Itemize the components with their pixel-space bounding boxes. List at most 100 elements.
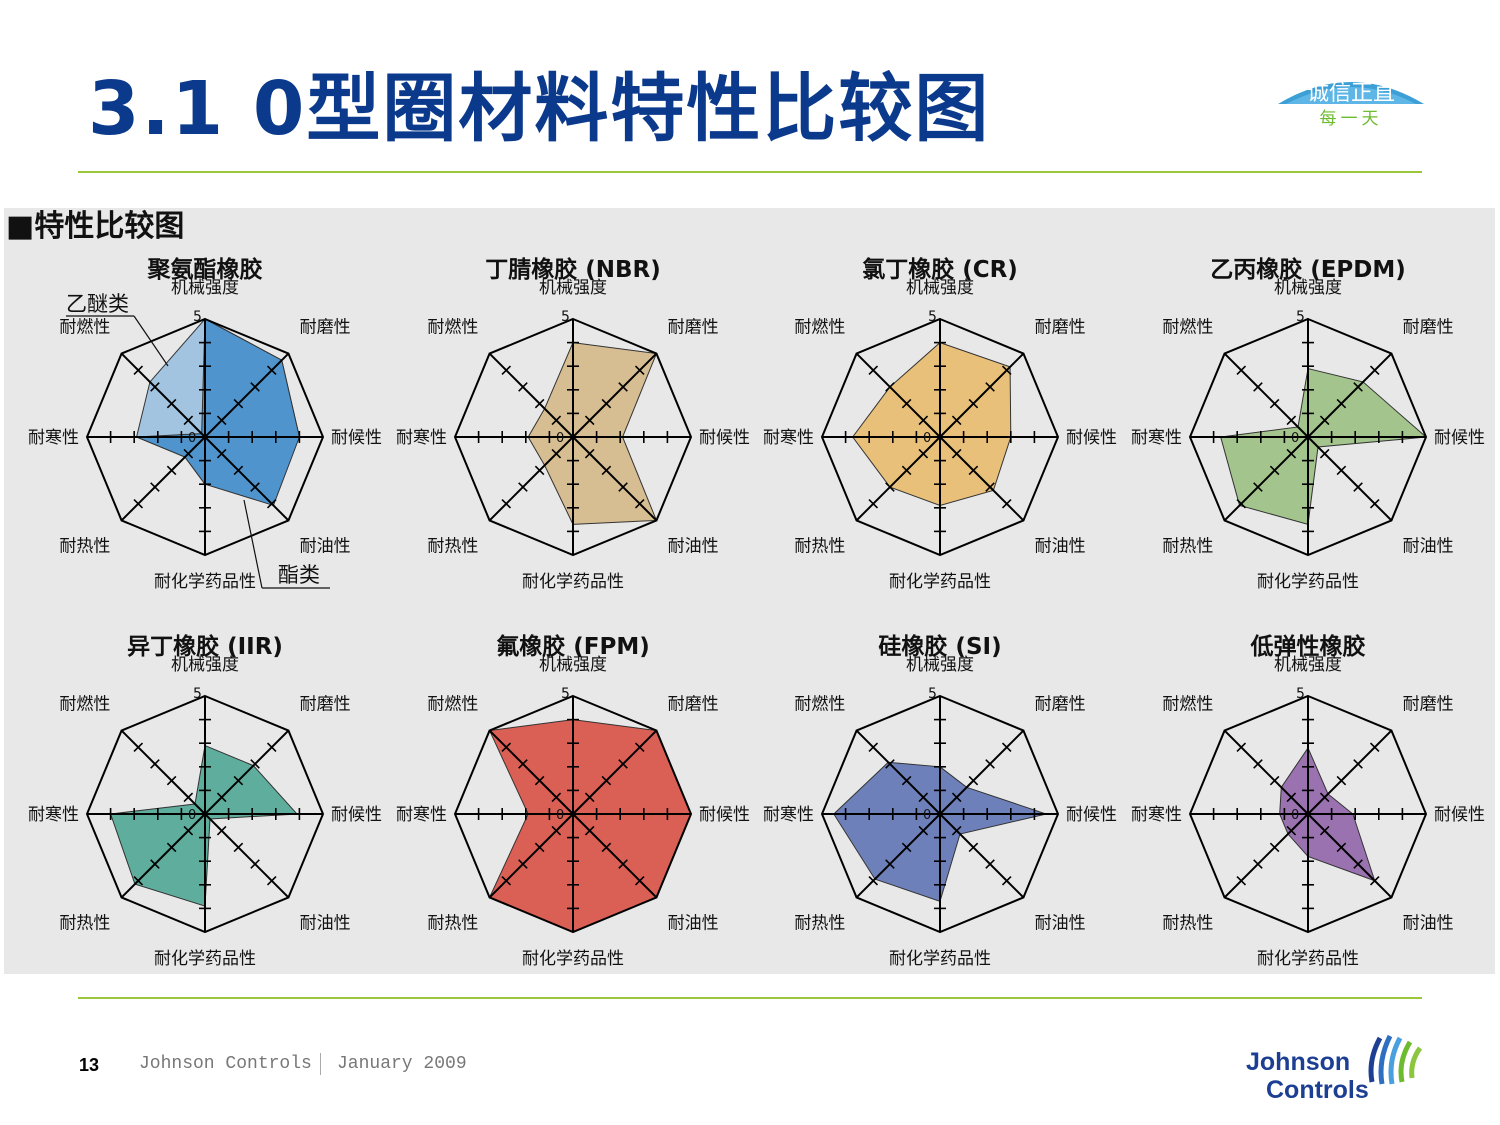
axis-tick: [216, 448, 227, 459]
axis-label: 耐热性: [427, 537, 478, 557]
axis-tick: [1286, 792, 1297, 803]
scale-max-label: 5: [193, 686, 202, 702]
axis-spoke: [1223, 352, 1309, 438]
axis-label: 耐燃性: [794, 694, 845, 714]
axis-tick: [1001, 498, 1012, 509]
axis-label: 耐燃性: [59, 694, 110, 714]
axis-spoke: [120, 813, 206, 899]
axis-tick: [901, 842, 912, 853]
axis-label: 耐化学药品性: [1257, 949, 1359, 969]
axis-label: 耐热性: [59, 537, 110, 557]
axis-tick: [233, 775, 244, 786]
footer-company: Johnson Controls: [139, 1054, 312, 1074]
axis-tick: [634, 875, 645, 886]
axis-label: 耐热性: [1162, 537, 1213, 557]
scale-max-label: 5: [561, 309, 570, 325]
axis-tick: [1269, 842, 1280, 853]
axis-tick: [501, 498, 512, 509]
axis-spoke: [939, 436, 1025, 522]
axis-label: 耐热性: [794, 914, 845, 934]
axis-label: 耐热性: [59, 914, 110, 934]
axis-tick: [985, 382, 995, 392]
scale-min-label: 0: [188, 431, 196, 446]
axis-tick: [968, 465, 979, 476]
series-area: [527, 342, 658, 525]
axis-tick: [266, 498, 277, 509]
chart-title: 乙丙橡胶 (EPDM): [1210, 256, 1406, 283]
axis-tick: [885, 482, 895, 492]
axis-label: 耐油性: [300, 537, 351, 557]
axis-tick: [250, 382, 260, 392]
chart-panel: [4, 208, 1495, 974]
panel-heading: ■特性比较图: [6, 209, 185, 244]
axis-spoke: [120, 436, 206, 522]
axis-label: 耐燃性: [1162, 694, 1213, 714]
axis-tick: [233, 398, 244, 409]
axis-tick: [1369, 365, 1380, 376]
axis-spoke: [488, 729, 574, 815]
axis-spoke: [572, 729, 658, 815]
axis-label: 机械强度: [906, 655, 974, 675]
axis-label: 耐油性: [1403, 914, 1454, 934]
axis-label: 机械强度: [1274, 278, 1342, 298]
axis-label: 耐热性: [1162, 914, 1213, 934]
axis-label: 机械强度: [539, 655, 607, 675]
axis-label: 耐化学药品性: [1257, 572, 1359, 592]
axis-tick: [216, 415, 227, 426]
top-divider: [78, 171, 1422, 173]
axis-spoke: [939, 352, 1025, 438]
axis-label: 耐寒性: [396, 805, 447, 825]
axis-label: 耐寒性: [763, 428, 814, 448]
axis-tick: [868, 875, 879, 886]
axis-label: 耐磨性: [1403, 317, 1454, 337]
axis-tick: [1253, 859, 1263, 869]
axis-tick: [1236, 875, 1247, 886]
axis-tick: [1269, 465, 1280, 476]
scale-max-label: 5: [928, 686, 937, 702]
axis-tick: [618, 482, 628, 492]
axis-label: 耐化学药品性: [889, 949, 991, 969]
scale-min-label: 0: [556, 431, 564, 446]
axis-tick: [250, 759, 260, 769]
axis-spoke: [855, 352, 941, 438]
bottom-divider: [78, 997, 1422, 999]
axis-tick: [584, 792, 595, 803]
axis-tick: [918, 825, 929, 836]
axis-tick: [501, 742, 512, 753]
axis-tick: [1253, 482, 1263, 492]
axis-spoke: [1223, 436, 1309, 522]
series-area: [1220, 367, 1428, 525]
axis-label: 耐寒性: [1131, 428, 1182, 448]
axis-tick: [601, 398, 612, 409]
scale-max-label: 5: [193, 309, 202, 325]
axis-spoke: [572, 352, 658, 438]
axis-tick: [1236, 365, 1247, 376]
axis-spoke: [572, 436, 658, 522]
axis-tick: [1336, 842, 1347, 853]
brand-arc-highlight: [1286, 87, 1416, 104]
axis-tick: [584, 415, 595, 426]
axis-tick: [150, 482, 160, 492]
axis-tick: [518, 859, 528, 869]
annotation-ether: 乙醚类: [66, 292, 129, 316]
axis-tick: [901, 398, 912, 409]
axis-tick: [133, 742, 144, 753]
axis-tick: [634, 365, 645, 376]
axis-tick: [266, 365, 277, 376]
axis-label: 耐油性: [300, 914, 351, 934]
chart-title: 异丁橡胶 (IIR): [127, 633, 283, 660]
company-logo: Johnson Controls: [1240, 1030, 1430, 1110]
axis-label: 耐化学药品性: [154, 572, 256, 592]
axis-tick: [618, 859, 628, 869]
scale-min-label: 0: [923, 808, 931, 823]
axis-tick: [951, 825, 962, 836]
axis-tick: [518, 759, 528, 769]
axis-label: 耐寒性: [28, 805, 79, 825]
axis-label: 耐候性: [1066, 428, 1117, 448]
axis-tick: [618, 382, 628, 392]
scale-max-label: 5: [1296, 686, 1305, 702]
brand-badge: 诚信正直 每一天: [1278, 81, 1424, 129]
axis-tick: [1001, 875, 1012, 886]
